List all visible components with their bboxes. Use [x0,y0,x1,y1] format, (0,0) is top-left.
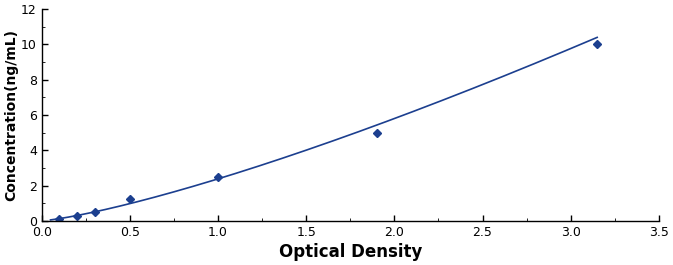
X-axis label: Optical Density: Optical Density [279,243,422,261]
Y-axis label: Concentration(ng/mL): Concentration(ng/mL) [4,29,18,201]
